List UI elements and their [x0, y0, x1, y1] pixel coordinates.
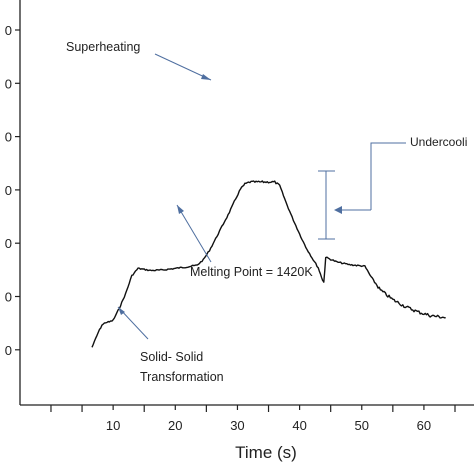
y-tick-label: 0 — [5, 23, 12, 38]
arrowhead-undercooling — [334, 206, 342, 214]
undercooling-bracket-line — [370, 142, 406, 210]
x-tick-label: 50 — [355, 418, 369, 433]
arrowhead-melting — [177, 205, 184, 214]
x-tick-label: 40 — [292, 418, 306, 433]
x-tick-label: 30 — [230, 418, 244, 433]
y-axis: 0 0 0 0 0 0 0 — [5, 0, 21, 405]
x-tick-label: 60 — [417, 418, 431, 433]
annotation-superheating: Superheating — [66, 40, 140, 54]
series-line — [91, 180, 446, 348]
annotation-arrow-melting — [176, 204, 212, 263]
y-tick-label: 0 — [5, 76, 12, 91]
annotation-arrow-superheating — [154, 53, 212, 81]
x-tick-label: 20 — [168, 418, 182, 433]
arrowhead-superheating — [201, 74, 211, 80]
x-axis: 10 20 30 40 50 60 — [20, 404, 474, 433]
y-tick-label: 0 — [5, 290, 12, 305]
plot-area — [91, 180, 446, 348]
y-tick-label: 0 — [5, 236, 12, 251]
annotation-undercooling: Undercooli — [410, 135, 467, 149]
y-tick-label: 0 — [5, 183, 12, 198]
x-axis-label: Time (s) — [235, 443, 297, 462]
y-tick-label: 0 — [5, 130, 12, 145]
annotation-melting-point: Melting Point = 1420K — [190, 265, 313, 279]
annotation-solid-solid: Solid- Solid — [140, 350, 203, 364]
y-tick-label: 0 — [5, 343, 12, 358]
x-tick-label: 10 — [106, 418, 120, 433]
arrowhead-solid — [118, 307, 125, 315]
annotation-transformation: Transformation — [140, 370, 224, 384]
